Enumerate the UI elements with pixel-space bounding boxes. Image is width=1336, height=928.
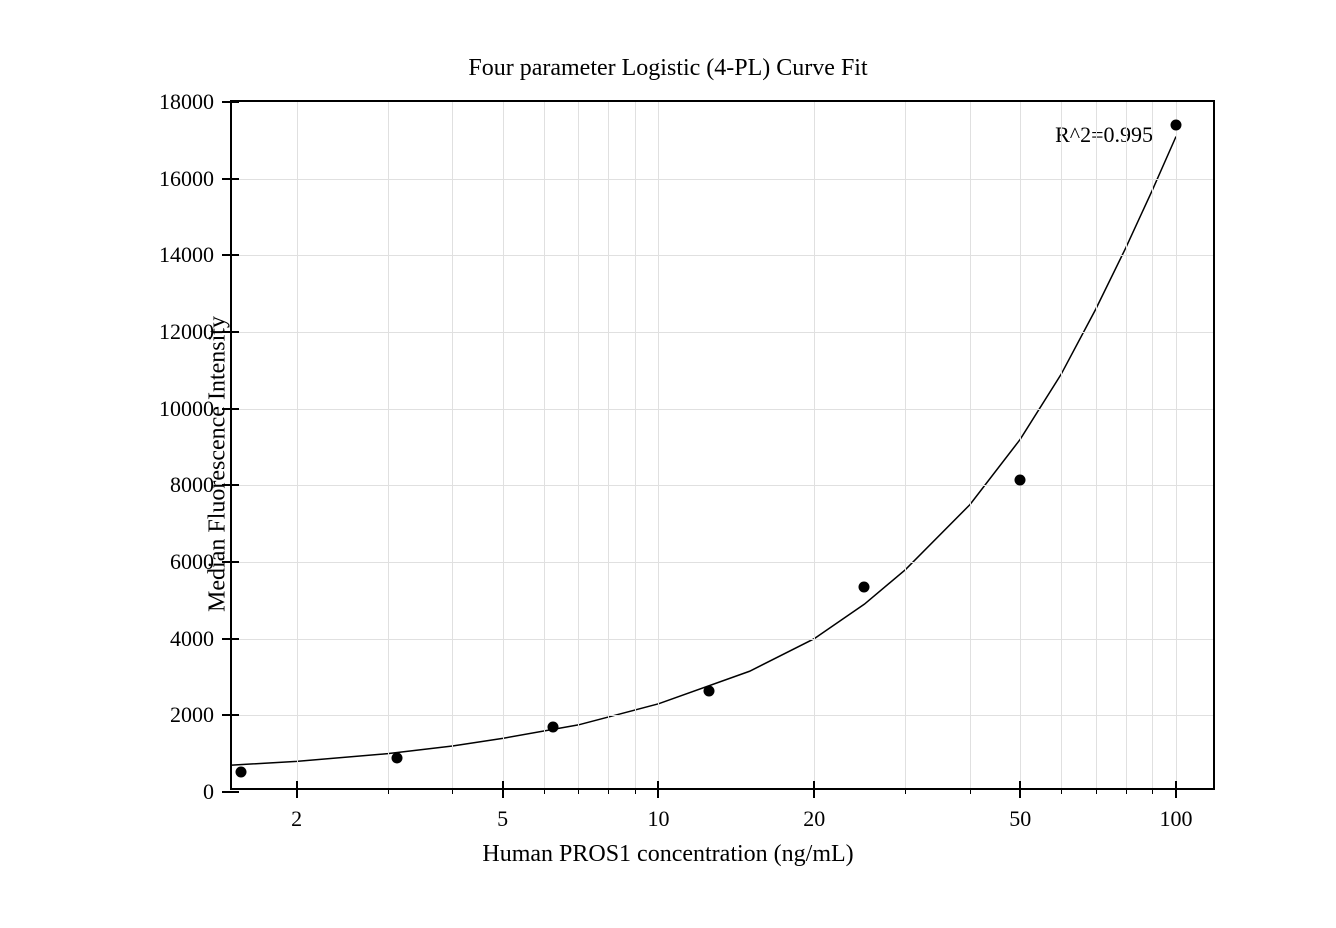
y-tick-mark-in xyxy=(232,484,239,486)
grid-line-vertical xyxy=(658,102,659,788)
x-tick-label: 5 xyxy=(497,788,508,832)
x-tick-mark-in xyxy=(813,781,815,788)
x-minor-tick xyxy=(1096,788,1097,794)
grid-line-vertical xyxy=(814,102,815,788)
y-tick-label: 8000 xyxy=(170,472,232,498)
y-tick-mark-in xyxy=(232,331,239,333)
r-squared-annotation: R^2=0.995 xyxy=(1055,122,1153,148)
data-point xyxy=(547,721,558,732)
grid-line-vertical-minor xyxy=(970,102,971,788)
grid-line-horizontal xyxy=(232,332,1213,333)
y-tick-label: 4000 xyxy=(170,626,232,652)
x-tick-mark-in xyxy=(657,781,659,788)
x-minor-tick xyxy=(1152,788,1153,794)
x-axis-label: Human PROS1 concentration (ng/mL) xyxy=(0,841,1336,868)
y-tick-label: 10000 xyxy=(159,396,232,422)
y-tick-mark-in xyxy=(232,178,239,180)
y-tick-mark-in xyxy=(232,408,239,410)
grid-line-vertical-minor xyxy=(1152,102,1153,788)
x-minor-tick xyxy=(544,788,545,794)
grid-line-vertical xyxy=(1020,102,1021,788)
fit-curve xyxy=(232,102,1213,788)
grid-line-vertical xyxy=(297,102,298,788)
x-minor-tick xyxy=(635,788,636,794)
x-tick-mark-in xyxy=(502,781,504,788)
x-minor-tick xyxy=(388,788,389,794)
grid-line-vertical-minor xyxy=(1126,102,1127,788)
y-tick-mark-in xyxy=(232,791,239,793)
y-tick-mark-in xyxy=(232,714,239,716)
y-tick-label: 2000 xyxy=(170,702,232,728)
x-tick-label: 100 xyxy=(1160,788,1193,832)
data-point xyxy=(1171,120,1182,131)
grid-line-vertical-minor xyxy=(1096,102,1097,788)
grid-line-horizontal xyxy=(232,639,1213,640)
x-minor-tick xyxy=(1126,788,1127,794)
grid-line-vertical-minor xyxy=(608,102,609,788)
data-point xyxy=(392,752,403,763)
grid-line-vertical-minor xyxy=(544,102,545,788)
y-tick-mark-in xyxy=(232,101,239,103)
y-tick-label: 14000 xyxy=(159,242,232,268)
grid-line-horizontal xyxy=(232,562,1213,563)
x-minor-tick xyxy=(970,788,971,794)
x-tick-label: 50 xyxy=(1009,788,1031,832)
x-tick-mark-in xyxy=(1175,781,1177,788)
data-point xyxy=(235,767,246,778)
grid-line-vertical-minor xyxy=(905,102,906,788)
grid-line-vertical-minor xyxy=(388,102,389,788)
x-minor-tick xyxy=(905,788,906,794)
x-tick-label: 20 xyxy=(803,788,825,832)
x-tick-mark-in xyxy=(1019,781,1021,788)
data-point xyxy=(859,581,870,592)
grid-line-horizontal xyxy=(232,179,1213,180)
chart-container: Four parameter Logistic (4-PL) Curve Fit… xyxy=(0,0,1336,928)
y-tick-label: 0 xyxy=(203,779,232,805)
grid-line-horizontal xyxy=(232,485,1213,486)
plot-area: R^2=0.995 020004000600080001000012000140… xyxy=(230,100,1215,790)
grid-line-vertical-minor xyxy=(1061,102,1062,788)
grid-line-vertical xyxy=(1176,102,1177,788)
grid-line-horizontal xyxy=(232,255,1213,256)
grid-line-vertical-minor xyxy=(578,102,579,788)
data-point xyxy=(1015,474,1026,485)
grid-line-vertical-minor xyxy=(452,102,453,788)
grid-line-vertical xyxy=(503,102,504,788)
grid-line-horizontal xyxy=(232,409,1213,410)
x-minor-tick xyxy=(452,788,453,794)
y-tick-label: 12000 xyxy=(159,319,232,345)
y-tick-mark-in xyxy=(232,254,239,256)
x-tick-mark-in xyxy=(296,781,298,788)
y-tick-mark-in xyxy=(232,561,239,563)
grid-line-horizontal xyxy=(232,715,1213,716)
y-tick-label: 16000 xyxy=(159,166,232,192)
x-tick-label: 10 xyxy=(647,788,669,832)
chart-title: Four parameter Logistic (4-PL) Curve Fit xyxy=(0,55,1336,82)
y-tick-label: 6000 xyxy=(170,549,232,575)
grid-line-vertical-minor xyxy=(635,102,636,788)
data-point xyxy=(703,685,714,696)
x-minor-tick xyxy=(1061,788,1062,794)
y-tick-label: 18000 xyxy=(159,89,232,115)
x-minor-tick xyxy=(578,788,579,794)
y-tick-mark-in xyxy=(232,638,239,640)
x-tick-label: 2 xyxy=(291,788,302,832)
x-minor-tick xyxy=(608,788,609,794)
